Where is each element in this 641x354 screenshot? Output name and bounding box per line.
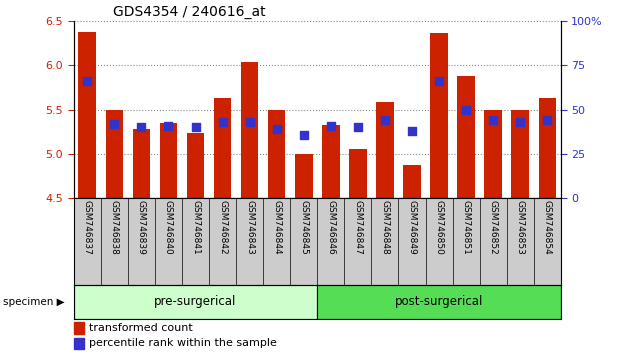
Text: GSM746846: GSM746846 xyxy=(326,200,335,255)
Text: post-surgerical: post-surgerical xyxy=(395,295,483,308)
Bar xyxy=(485,110,502,198)
Text: pre-surgerical: pre-surgerical xyxy=(154,295,237,308)
Text: GSM746849: GSM746849 xyxy=(408,200,417,255)
Point xyxy=(217,119,228,125)
Text: GSM746839: GSM746839 xyxy=(137,200,146,255)
Text: transformed count: transformed count xyxy=(89,323,193,333)
Text: GSM746845: GSM746845 xyxy=(299,200,308,255)
Text: GSM746843: GSM746843 xyxy=(245,200,254,255)
Text: GSM746841: GSM746841 xyxy=(191,200,200,255)
Bar xyxy=(457,76,475,198)
Point xyxy=(109,121,119,127)
Bar xyxy=(349,149,367,198)
Bar xyxy=(74,285,317,319)
Bar xyxy=(538,98,556,198)
Point xyxy=(244,119,254,125)
Text: GSM746840: GSM746840 xyxy=(164,200,173,255)
Text: GDS4354 / 240616_at: GDS4354 / 240616_at xyxy=(113,5,265,19)
Bar xyxy=(403,166,420,198)
Bar xyxy=(430,33,448,198)
Bar xyxy=(106,110,123,198)
Text: specimen ▶: specimen ▶ xyxy=(3,297,65,307)
Bar xyxy=(295,154,313,198)
Bar xyxy=(160,123,177,198)
Bar xyxy=(322,125,340,198)
Text: GSM746844: GSM746844 xyxy=(272,200,281,255)
Bar xyxy=(74,337,85,349)
Point xyxy=(353,125,363,130)
Text: GSM746848: GSM746848 xyxy=(381,200,390,255)
Point xyxy=(488,118,498,123)
Point xyxy=(461,107,471,113)
Text: GSM746854: GSM746854 xyxy=(543,200,552,255)
Text: GSM746851: GSM746851 xyxy=(462,200,470,255)
Point xyxy=(163,123,174,129)
Point xyxy=(380,118,390,123)
Text: GSM746850: GSM746850 xyxy=(435,200,444,255)
Text: GSM746847: GSM746847 xyxy=(353,200,362,255)
Point xyxy=(434,79,444,84)
Bar xyxy=(317,285,561,319)
Bar xyxy=(376,102,394,198)
Point xyxy=(299,132,309,137)
Point xyxy=(82,79,92,84)
Text: GSM746842: GSM746842 xyxy=(218,200,227,255)
Bar xyxy=(268,110,285,198)
Point xyxy=(515,119,526,125)
Point xyxy=(137,125,147,130)
Point xyxy=(326,123,336,129)
Bar xyxy=(74,322,85,334)
Bar xyxy=(241,62,258,198)
Point xyxy=(190,125,201,130)
Bar xyxy=(133,129,150,198)
Text: GSM746852: GSM746852 xyxy=(488,200,497,255)
Point xyxy=(542,118,553,123)
Text: GSM746837: GSM746837 xyxy=(83,200,92,255)
Bar xyxy=(213,98,231,198)
Point xyxy=(407,128,417,134)
Text: percentile rank within the sample: percentile rank within the sample xyxy=(89,338,277,348)
Bar xyxy=(78,32,96,198)
Bar xyxy=(512,110,529,198)
Bar xyxy=(187,133,204,198)
Text: GSM746853: GSM746853 xyxy=(516,200,525,255)
Point xyxy=(272,126,282,132)
Text: GSM746838: GSM746838 xyxy=(110,200,119,255)
